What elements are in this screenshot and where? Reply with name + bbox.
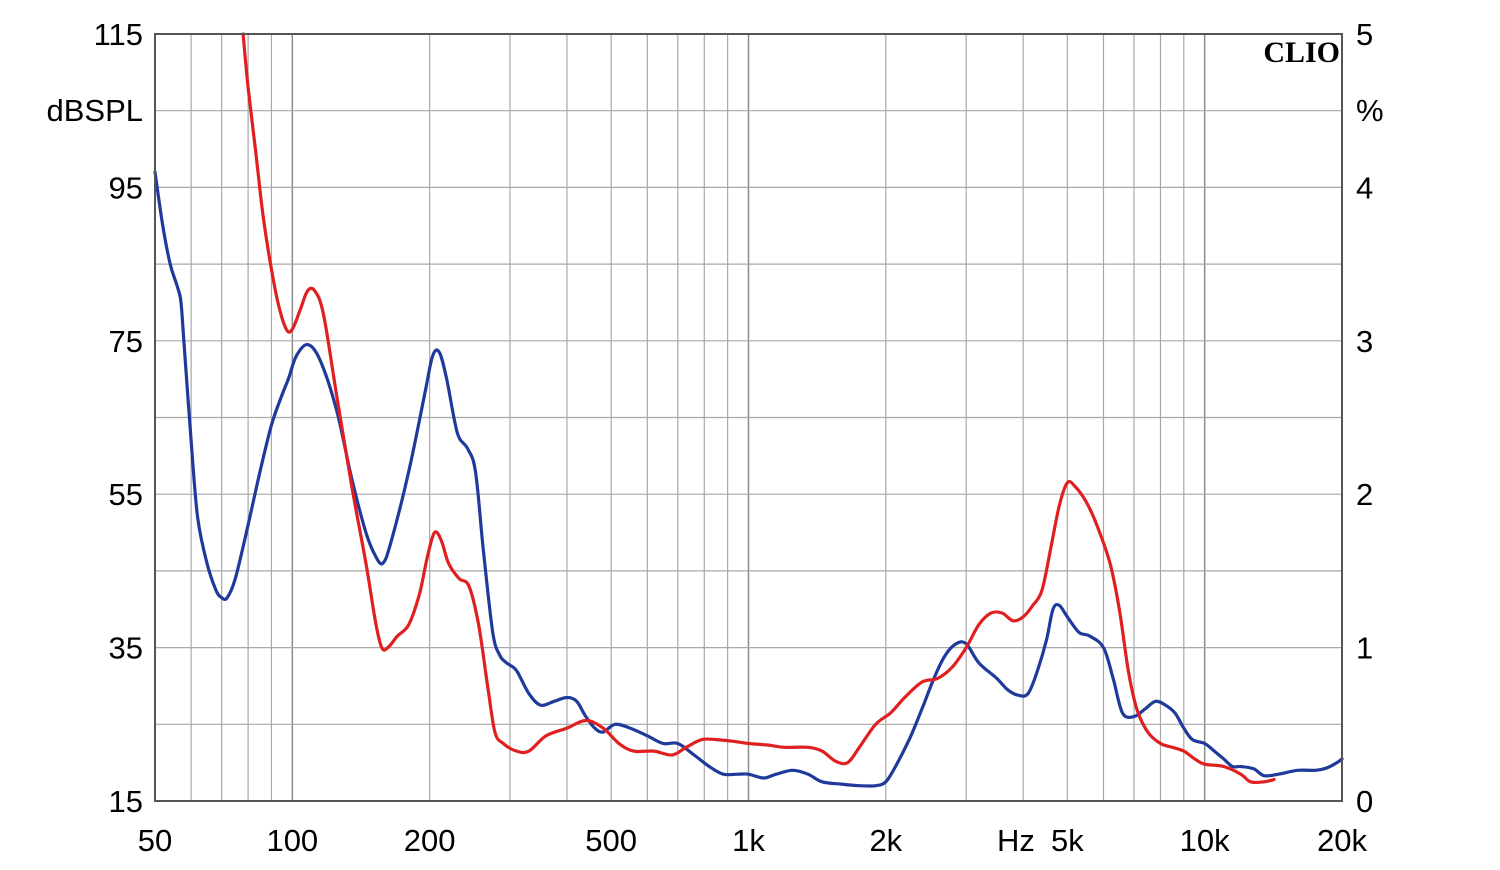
y-right-tick-label: 2: [1356, 477, 1373, 512]
y-left-tick-label: 95: [109, 170, 143, 205]
x-tick-label: 500: [585, 823, 637, 858]
y-right-tick-label: 5: [1356, 17, 1373, 52]
y-left-tick-label: 35: [109, 631, 143, 666]
y-left-tick-label: 115: [94, 17, 143, 52]
clio-brand-label: CLIO: [1263, 36, 1340, 69]
y-left-tick-label: 15: [109, 784, 143, 819]
x-tick-label: 200: [404, 823, 456, 858]
x-axis-unit-label: Hz: [997, 823, 1035, 858]
series-line-2: [241, 32, 1276, 785]
y-left-tick-label: 55: [109, 477, 143, 512]
x-tick-label: 20k: [1317, 823, 1367, 858]
x-tick-label: 1k: [732, 823, 765, 858]
y-right-tick-label: 1: [1356, 631, 1373, 666]
y-left-tick-label: 75: [109, 324, 143, 359]
x-tick-label: 10k: [1180, 823, 1230, 858]
y-right-tick-label: 4: [1356, 170, 1373, 205]
grid: [154, 33, 1343, 802]
series-line-1: [153, 170, 1344, 788]
axis-labels: 50 100 200 500 1k 2k 5k 10k 20k15355575951150123…: [94, 17, 1374, 858]
y-right-tick-label: 3: [1356, 324, 1373, 359]
y-axis-right-label: %: [1356, 93, 1384, 128]
x-tick-label: 2k: [869, 823, 902, 858]
x-tick-label: 100: [266, 823, 318, 858]
plot-frame: [154, 33, 1343, 802]
x-tick-label: 50: [138, 823, 172, 858]
x-tick-label: 5k: [1051, 823, 1084, 858]
y-right-tick-label: 0: [1356, 784, 1373, 819]
y-axis-left-label: dBSPL: [46, 93, 143, 128]
series-group: [153, 32, 1344, 788]
